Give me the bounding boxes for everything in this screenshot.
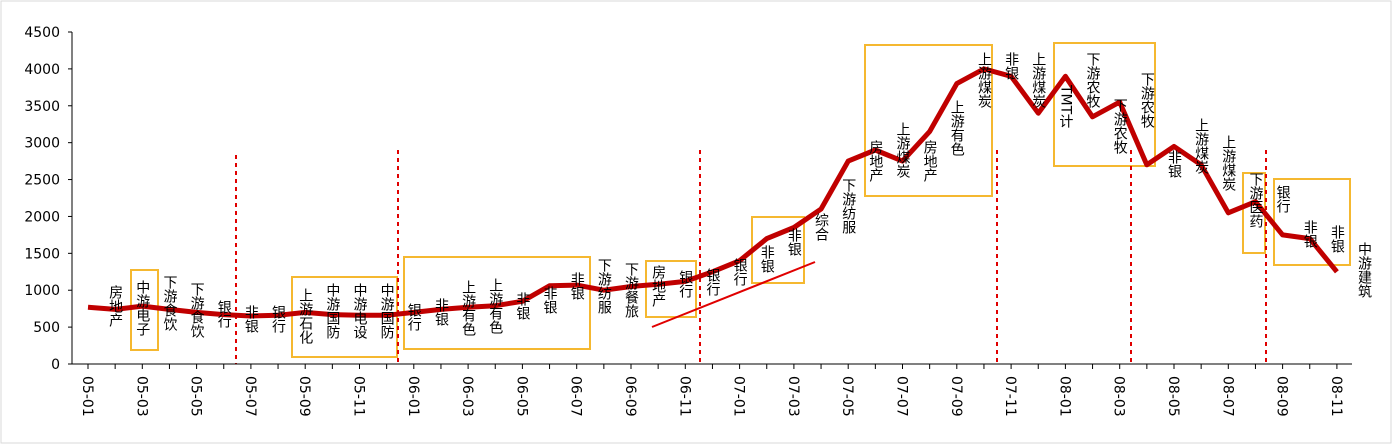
annotation: 银行: [732, 258, 748, 287]
x-tick-label: 07-01: [731, 376, 747, 417]
annotation: 下游食饮: [189, 282, 205, 338]
annotation: 中游电子: [134, 280, 150, 336]
annotation: 上游有色: [487, 278, 503, 334]
x-tick-label: 07-05: [839, 376, 855, 417]
y-tick-label: 3000: [24, 136, 60, 152]
annotation: 下游纺服: [596, 258, 612, 315]
annotation: 上游煤炭: [976, 52, 992, 108]
y-tick-label: 0: [51, 357, 60, 373]
x-tick-label: 06-05: [513, 376, 529, 417]
y-tick-label: 2000: [24, 209, 60, 225]
annotation: 上游煤炭: [1030, 52, 1046, 108]
annotation: 房地产: [650, 265, 666, 308]
x-tick-label: 08-07: [1219, 376, 1235, 417]
x-tick-label: 07-11: [1002, 376, 1018, 417]
annotation: 非银: [759, 245, 775, 273]
annotation: 下游食饮: [161, 275, 177, 331]
y-tick-label: 1500: [24, 246, 60, 262]
x-tick-label: 05-09: [296, 376, 312, 417]
annotation: 房地产: [107, 285, 123, 328]
y-tick-label: 1000: [24, 283, 60, 299]
annotation: 上游有色: [949, 100, 965, 156]
y-tick-label: 4000: [24, 62, 60, 78]
annotation: 上游煤炭: [1193, 118, 1209, 174]
annotation: 下游农牧: [1139, 72, 1155, 128]
annotation: 下游农牧: [1085, 52, 1101, 108]
highlight-boxes: [130, 42, 1351, 358]
annotation: 下游农牧: [1112, 98, 1128, 154]
x-tick-label: 05-05: [188, 376, 204, 417]
annotation: 非银: [243, 305, 259, 333]
annotation: 中游建筑: [1356, 242, 1372, 299]
annotation: 房地产: [867, 140, 883, 183]
x-tick-label: 07-09: [948, 376, 964, 417]
annotation: 银行: [704, 268, 720, 297]
data-line: [87, 66, 1339, 319]
y-tick-label: 2500: [24, 173, 60, 189]
x-tick-label: 05-01: [79, 376, 95, 417]
annotation: 非银: [786, 228, 802, 256]
x-tick-label: 08-11: [1328, 376, 1344, 417]
annotation: 非银: [514, 292, 530, 320]
x-tick-label: 06-07: [568, 376, 584, 417]
trend-line: [651, 261, 816, 328]
annotation: TMT计: [1057, 84, 1073, 129]
annotation: 银行: [270, 305, 286, 334]
x-tick-label: 07-03: [785, 376, 801, 417]
x-tick-label: 08-01: [1056, 376, 1072, 417]
annotation: 银行: [216, 300, 232, 329]
annotation: 上游石化: [297, 288, 313, 345]
y-tick-label: 4500: [24, 25, 60, 41]
annotation: 下游医药: [1247, 172, 1263, 228]
x-tick-label: 08-03: [1111, 376, 1127, 417]
annotation: 非银: [1329, 225, 1345, 253]
x-tick-label: 05-07: [242, 376, 258, 417]
annotation: 非银: [1003, 52, 1019, 80]
annotation: 非银: [433, 298, 449, 326]
annotation: 非银: [1302, 220, 1318, 248]
x-tick-label: 07-07: [894, 376, 910, 417]
annotation: 上游有色: [460, 280, 476, 336]
annotation: 上游煤炭: [1220, 135, 1236, 191]
annotation: 中游国防: [324, 283, 340, 340]
annotation: 银行: [677, 270, 693, 299]
x-tick-label: 08-05: [1165, 376, 1181, 417]
x-tick-label: 06-01: [405, 376, 421, 417]
annotation: 非银: [542, 286, 558, 314]
annotation: 上游煤炭: [895, 122, 911, 178]
period-dividers: [235, 150, 1267, 364]
annotation: 非银: [1166, 150, 1182, 178]
annotation: 综合: [813, 213, 829, 241]
x-tick-label: 05-03: [133, 376, 149, 417]
annotation: 房地产: [922, 140, 938, 183]
x-tick-label: 06-03: [459, 376, 475, 417]
annotation: 中游电设: [352, 283, 368, 339]
x-tick-label: 06-09: [622, 376, 638, 417]
annotation: 下游餐旅: [623, 262, 639, 318]
annotation: 中游国防: [379, 283, 395, 340]
x-tick-label: 05-11: [351, 376, 367, 417]
x-tick-label: 06-11: [676, 376, 692, 417]
annotation: 下游纺服: [840, 178, 856, 235]
annotation: 银行: [1275, 185, 1291, 214]
x-tick-label: 08-09: [1274, 376, 1290, 417]
y-tick-label: 500: [33, 320, 60, 336]
annotation: 银行: [406, 303, 422, 332]
annotation: 非银: [569, 272, 585, 300]
y-tick-label: 3500: [24, 99, 60, 115]
